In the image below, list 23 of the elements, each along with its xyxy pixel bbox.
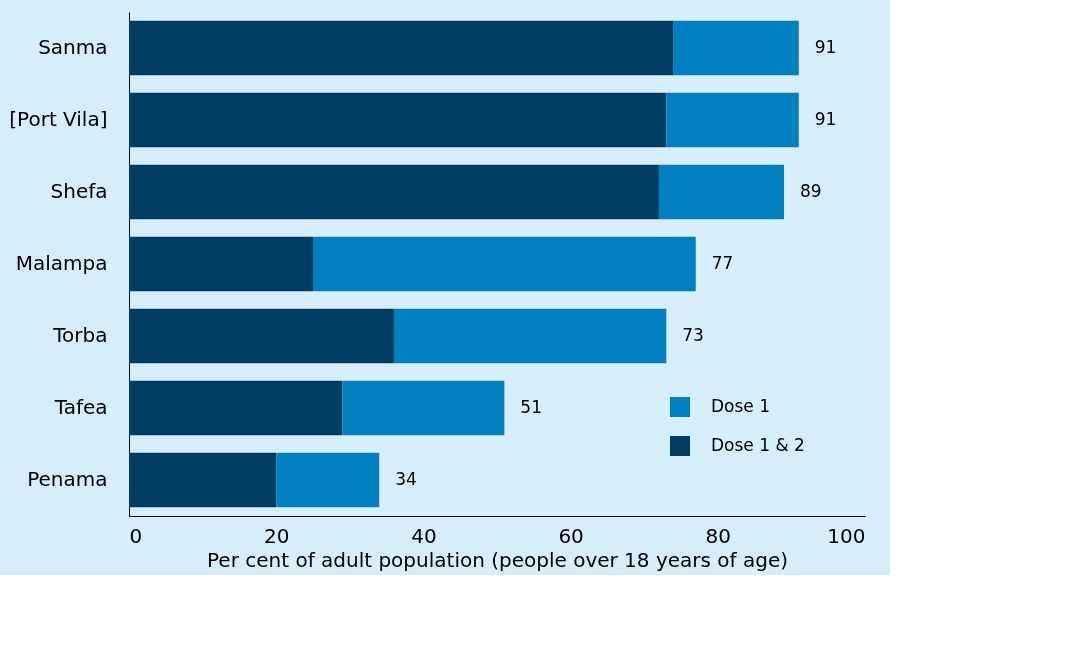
x-axis-title: Per cent of adult population (people over 18 years of age) — [206, 547, 789, 572]
x-tick-label: 80 — [705, 523, 732, 548]
total-label: 91 — [814, 109, 837, 129]
total-label: 73 — [682, 325, 704, 345]
y-tick-label: Shefa — [50, 179, 108, 203]
x-tick-label: 40 — [411, 523, 437, 548]
total-label: 51 — [520, 397, 542, 417]
y-tick-label: Sanma — [38, 35, 108, 59]
y-tick-label: Malampa — [15, 251, 108, 275]
total-label: 89 — [800, 181, 822, 201]
y-tick-label: Torba — [52, 323, 108, 347]
y-tick-label: Penama — [27, 467, 108, 491]
x-tick-label: 60 — [558, 523, 584, 548]
x-tick-label: 100 — [827, 523, 866, 548]
total-label: 91 — [814, 37, 837, 57]
y-tick-label: [Port Vila] — [9, 107, 108, 131]
x-tick-label: 0 — [129, 523, 143, 548]
total-label: 77 — [711, 253, 734, 273]
legend-label: Dose 1 & 2 — [711, 435, 805, 455]
legend-label: Dose 1 — [711, 396, 771, 416]
x-tick-label: 20 — [263, 523, 290, 548]
y-tick-label: Tafea — [53, 395, 108, 419]
total-label: 34 — [395, 469, 417, 489]
